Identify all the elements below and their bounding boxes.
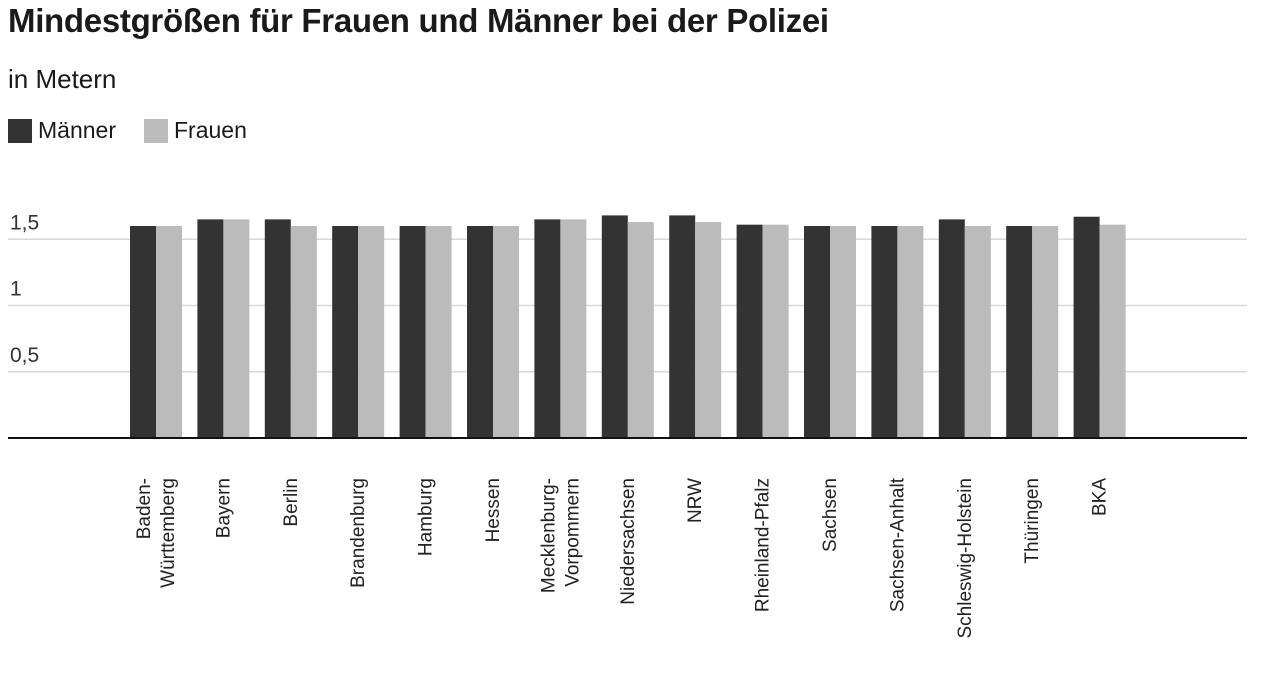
legend-item-frauen: Frauen (143, 117, 247, 144)
category-label-line: Bayern (213, 478, 234, 538)
category-label-line: Berlin (281, 478, 302, 527)
category-label-line: Hessen (483, 478, 504, 542)
bar-frauen-10 (830, 226, 856, 438)
category-label-line: NRW (685, 478, 706, 523)
bar-maenner-3 (332, 226, 359, 438)
y-tick-label-1: 1 (10, 278, 22, 301)
bar-maenner-7 (601, 215, 628, 438)
bar-maenner-10 (804, 226, 830, 438)
legend-label-frauen: Frauen (173, 117, 247, 143)
bar-frauen-0 (156, 226, 182, 438)
bar-frauen-1 (223, 219, 250, 438)
y-tick-label-0: 0,5 (10, 344, 39, 367)
bar-frauen-12 (964, 226, 991, 438)
category-label-5: Hessen (483, 478, 504, 542)
bar-maenner-14 (1073, 216, 1100, 438)
category-label-line: Brandenburg (348, 478, 369, 588)
legend-item-maenner: Männer (8, 117, 116, 144)
bar-maenner-2 (264, 219, 291, 438)
category-label-line: Württemberg (158, 478, 179, 588)
bar-frauen-2 (290, 226, 317, 438)
bar-maenner-13 (1006, 226, 1033, 438)
bar-frauen-4 (425, 226, 452, 438)
category-label-13: Thüringen (1022, 478, 1043, 564)
bar-maenner-12 (938, 219, 965, 438)
category-label-8: NRW (685, 478, 706, 523)
category-label-3: Brandenburg (348, 478, 369, 588)
bar-maenner-0 (130, 226, 156, 438)
category-label-line: Mecklenburg- (538, 478, 559, 593)
y-tick-label-2: 1,5 (10, 211, 39, 234)
bar-maenner-5 (467, 226, 493, 438)
bar-maenner-9 (736, 224, 763, 438)
category-label-line: Sachsen-Anhalt (887, 477, 908, 612)
bar-maenner-8 (669, 215, 696, 438)
category-label-line: Sachsen (820, 478, 841, 552)
bar-maenner-4 (399, 226, 426, 438)
category-label-6: Mecklenburg- Vorpommern (538, 478, 583, 593)
bar-frauen-8 (695, 222, 722, 438)
bar-maenner-6 (534, 219, 561, 438)
category-label-11: Sachsen-Anhalt (887, 477, 908, 612)
category-label-7: Niedersachsen (618, 478, 639, 605)
bar-frauen-5 (493, 226, 519, 438)
bar-frauen-11 (897, 226, 924, 438)
category-label-line: BKA (1090, 478, 1111, 516)
bar-frauen-13 (1032, 226, 1059, 438)
legend-swatch-maenner (8, 118, 32, 143)
category-label-2: Berlin (281, 478, 302, 527)
category-label-0: Baden- Württemberg (134, 478, 179, 588)
category-label-line: Niedersachsen (618, 478, 639, 605)
category-label-4: Hamburg (416, 478, 437, 556)
category-label-14: BKA (1090, 478, 1111, 516)
legend: Männer Frauen (8, 117, 275, 144)
chart-subtitle: in Metern (8, 64, 117, 94)
bar-maenner-1 (197, 219, 224, 438)
legend-label-maenner: Männer (38, 117, 116, 143)
bar-frauen-7 (627, 222, 654, 438)
category-label-12: Schleswig-Holstein (955, 478, 976, 639)
bar-maenner-11 (871, 226, 898, 438)
category-label-line: Baden- (134, 478, 155, 539)
bar-frauen-14 (1099, 224, 1126, 438)
bar-frauen-3 (358, 226, 385, 438)
category-label-line: Rheinland-Pfalz (753, 478, 774, 612)
category-label-10: Sachsen (820, 478, 841, 552)
category-label-line: Schleswig-Holstein (955, 478, 976, 639)
category-label-line: Vorpommern (562, 478, 583, 587)
bar-frauen-6 (560, 219, 587, 438)
category-label-line: Hamburg (416, 478, 437, 556)
legend-swatch-frauen (143, 118, 168, 143)
category-label-1: Bayern (213, 478, 234, 538)
category-label-line: Thüringen (1022, 478, 1043, 564)
chart-title: Mindestgrößen für Frauen und Männer bei … (8, 2, 829, 39)
bar-frauen-9 (762, 224, 789, 438)
category-label-9: Rheinland-Pfalz (753, 478, 774, 612)
